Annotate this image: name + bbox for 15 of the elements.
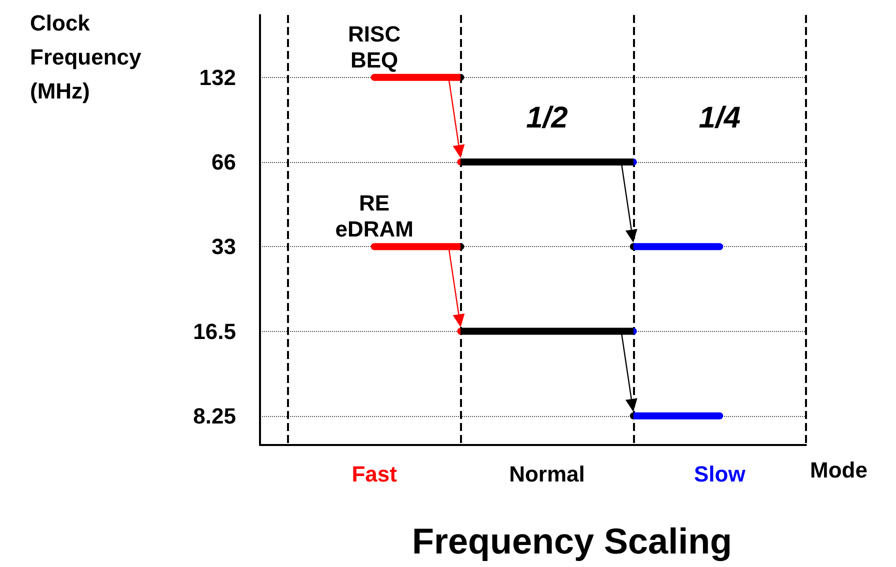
y-tick-label: 16.5	[193, 318, 236, 344]
x-tick-label: Slow	[694, 462, 746, 486]
series-label: RE eDRAM	[335, 190, 414, 242]
y-axis-title: Clock Frequency (MHz)	[30, 10, 148, 104]
annotation: 1/4	[698, 102, 741, 135]
y-tick-label: 8.25	[193, 403, 236, 428]
x-axis-title: Mode	[810, 458, 868, 482]
text: Frequency Scaling	[412, 520, 732, 562]
y-tick-label: 66	[212, 150, 236, 174]
x-tick-label: Normal	[509, 462, 585, 486]
series-label: RISC BEQ	[348, 21, 401, 72]
y-tick-label: 132	[199, 64, 236, 90]
x-tick-label: Fast	[352, 462, 398, 486]
annotation: 1/2	[526, 102, 568, 135]
y-tick-label: 33	[212, 234, 236, 260]
